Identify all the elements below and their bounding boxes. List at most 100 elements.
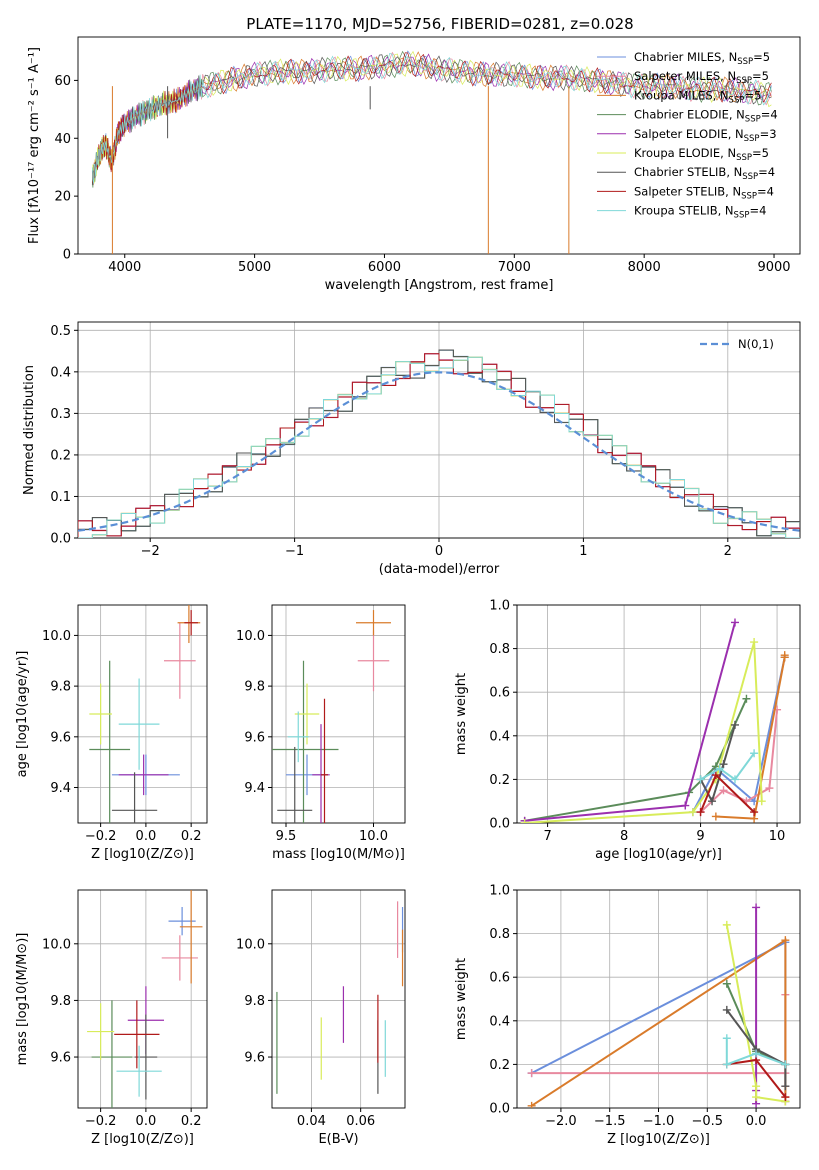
tick-label-y: 9.8 — [244, 680, 265, 695]
weight-marker — [711, 812, 720, 821]
tick-label-y: 9.6 — [244, 1051, 265, 1066]
tick-label-x: 9000 — [757, 260, 790, 275]
y-axis-label: age [log10(age/yr)] — [15, 651, 30, 778]
weight-series — [725, 1038, 786, 1066]
tick-label-y: 9.4 — [50, 781, 71, 796]
tick-label-y: 9.4 — [244, 781, 265, 796]
plot-area — [520, 618, 789, 823]
axes-frame — [271, 889, 406, 1109]
weight-marker — [781, 1082, 790, 1091]
weight-marker — [708, 797, 717, 806]
tick-label-x: 4000 — [108, 260, 141, 275]
tick-label-x: 0.2 — [181, 1114, 202, 1129]
tick-label-y: 9.6 — [244, 730, 265, 745]
tick-label-y: 40 — [54, 132, 71, 147]
tick-label-x: 8000 — [628, 260, 661, 275]
tick-label-y: 10.0 — [236, 937, 265, 952]
y-axis-label: mass [log10(M/M⊙)] — [15, 933, 30, 1066]
weight-marker — [781, 1093, 790, 1102]
tick-label-y: 10.0 — [42, 629, 71, 644]
tick-label-y: 9.8 — [50, 680, 71, 695]
tick-label-x: 8 — [620, 829, 628, 844]
panel-weight-age: 7 8 9 10 0.0 0.2 0.4 0.6 0.8 1.0 age [log10(age/yr… — [454, 599, 801, 862]
figure-title: PLATE=1170, MJD=52756, FIBERID=0281, z=0… — [246, 15, 633, 33]
tick-label-x: 7 — [543, 829, 551, 844]
weight-marker — [757, 797, 766, 806]
tick-label-x: 0.0 — [746, 1114, 767, 1129]
legend-subscript: SSP — [745, 115, 761, 125]
tick-label-x: 2 — [724, 544, 732, 559]
weight-marker — [527, 1069, 536, 1078]
spectrum-series — [91, 53, 772, 184]
y-axis-label: Flux [fλ10⁻¹⁷ erg cm⁻² s⁻¹ A⁻¹] — [27, 47, 42, 244]
tick-label-y: 0.5 — [50, 324, 71, 339]
panel-spectrum: 4000 5000 6000 7000 8000 9000 0 20 40 60 wavelengt… — [27, 36, 801, 293]
tick-label-y: 0.6 — [489, 686, 510, 701]
tick-label-y: 0.0 — [50, 532, 71, 547]
normal-curve — [78, 371, 800, 532]
tick-label-x: 1 — [579, 544, 587, 559]
tick-label-y: 1.0 — [489, 884, 510, 899]
weight-marker — [722, 979, 731, 988]
weight-marker — [781, 1060, 790, 1069]
plot-area — [78, 349, 800, 538]
tick-label-x: 0.2 — [181, 829, 202, 844]
tick-label-x: 7000 — [498, 260, 531, 275]
tick-label-x: 5000 — [238, 260, 271, 275]
tick-label-x: 0.0 — [136, 829, 157, 844]
tick-label-y: 20 — [54, 190, 71, 205]
plot-area — [89, 605, 201, 823]
tick-label-x: −1 — [285, 544, 304, 559]
plot-area — [272, 610, 391, 823]
legend-label: Salpeter ELODIE, NSSP=3 — [634, 127, 777, 144]
weight-marker — [722, 1034, 731, 1043]
panel-mass-Z: −0.2 0.0 0.2 9.6 9.8 10.0 Z [log10(Z/Z⊙)] mass … — [15, 889, 208, 1147]
legend-label: Kroupa ELODIE, NSSP=5 — [634, 146, 769, 163]
weight-marker — [681, 801, 690, 810]
weight-marker — [750, 749, 759, 758]
weight-marker — [711, 771, 720, 780]
legend-value: =5 — [744, 88, 761, 102]
weight-marker — [750, 808, 759, 817]
x-axis-label: Z [log10(Z/Z⊙)] — [607, 1132, 710, 1147]
tick-label-y: 0.6 — [489, 971, 510, 986]
legend-label: Chabrier ELODIE, NSSP=4 — [634, 108, 778, 125]
tick-label-y: 0.4 — [489, 1014, 510, 1029]
tick-label-x: 10 — [769, 829, 786, 844]
axes-frame — [271, 604, 406, 824]
y-axis-label: mass weight — [454, 958, 469, 1040]
legend-label: Kroupa STELIB, NSSP=4 — [634, 204, 766, 221]
weight-series — [725, 924, 786, 1103]
x-axis-label: Z [log10(Z/Z⊙)] — [91, 1132, 194, 1147]
weight-series — [725, 1009, 787, 1087]
tick-label-y: 0.4 — [50, 365, 71, 380]
plot-area — [87, 890, 203, 1108]
tick-label-y: 0.8 — [489, 927, 510, 942]
legend-subscript: SSP — [736, 153, 752, 163]
spectrum-series — [91, 52, 772, 184]
panel-weight-Z: −2.0 −1.5 −1.0 −0.5 0.0 0.0 0.2 0.4 0.6 0.8 1.0 Z [… — [454, 884, 801, 1147]
spectrum-series — [91, 50, 772, 184]
plot-area — [527, 903, 790, 1108]
plot-area — [276, 901, 404, 1094]
axes-frame — [77, 604, 208, 824]
tick-label-y: 0.2 — [50, 448, 71, 463]
legend-subscript: SSP — [729, 95, 745, 105]
weight-marker — [520, 819, 529, 823]
legend-subscript: SSP — [736, 76, 752, 86]
legend-value: =5 — [753, 50, 770, 64]
panel-age-Z: −0.2 0.0 0.2 9.4 9.6 9.8 10.0 Z [log10(Z/Z⊙)] ag… — [15, 604, 208, 862]
legend-value: =5 — [752, 146, 769, 160]
x-axis-label: age [log10(age/yr)] — [595, 847, 722, 862]
tick-label-y: 0 — [63, 248, 71, 263]
tick-label-y: 9.6 — [50, 1051, 71, 1066]
legend-value: =4 — [749, 204, 766, 218]
y-axis-label: mass weight — [454, 673, 469, 755]
histogram-series — [78, 353, 800, 538]
weight-marker — [742, 694, 751, 703]
legend-label: Salpeter STELIB, NSSP=4 — [634, 184, 774, 201]
plot-area — [91, 50, 772, 254]
legend-value: =4 — [757, 184, 774, 198]
tick-label-x: 0.04 — [297, 1114, 326, 1129]
legend-subscript: SSP — [734, 211, 750, 221]
